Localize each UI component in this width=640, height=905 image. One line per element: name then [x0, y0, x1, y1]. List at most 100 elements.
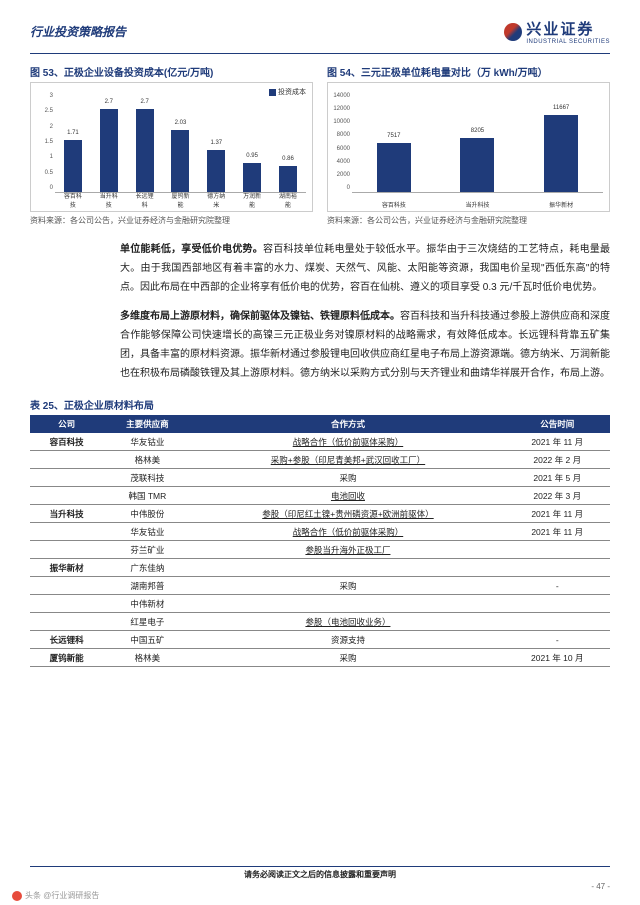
brand-block: 兴业证券 INDUSTRIAL SECURITIES: [504, 18, 610, 45]
table-cell: [30, 523, 103, 541]
table-header-cell: 公告时间: [504, 415, 610, 433]
table-cell: 2022 年 2 月: [504, 451, 610, 469]
table-cell: 采购: [191, 577, 504, 595]
table-row: 振华新材广东佳纳: [30, 559, 610, 577]
chart-53-title: 图 53、正极企业设备投资成本(亿元/万吨): [30, 64, 313, 79]
table-row: 长远锂科中国五矿资源支持-: [30, 631, 610, 649]
paragraph-2: 多维度布局上游原材料，确保前驱体及镍钴、铁锂原料低成本。容百科技和当升科技通过参…: [120, 307, 610, 383]
table-cell: 电池回收: [191, 487, 504, 505]
table-head: 公司主要供应商合作方式公告时间: [30, 415, 610, 433]
table-cell: 2021 年 11 月: [504, 523, 610, 541]
table-cell: [504, 559, 610, 577]
table-cell: 2021 年 5 月: [504, 469, 610, 487]
table-row: 茂联科技采购2021 年 5 月: [30, 469, 610, 487]
table-cell: [191, 595, 504, 613]
brand-name-cn: 兴业证券: [526, 18, 610, 39]
table-cell: 当升科技: [30, 505, 103, 523]
table-cell: [504, 595, 610, 613]
table-cell: 战略合作（低价前驱体采购）: [191, 433, 504, 451]
report-category: 行业投资策略报告: [30, 23, 126, 40]
table-cell: [191, 559, 504, 577]
table-cell: 振华新材: [30, 559, 103, 577]
chart-54-bars: 7517820511667: [352, 97, 603, 192]
table-cell: -: [504, 577, 610, 595]
chart-53-legend: 投资成本: [269, 87, 306, 97]
table-cell: 格林美: [103, 451, 191, 469]
watermark-icon: [12, 891, 22, 901]
table-cell: 中国五矿: [103, 631, 191, 649]
table-header-cell: 主要供应商: [103, 415, 191, 433]
table-header-cell: 合作方式: [191, 415, 504, 433]
table-cell: 2021 年 10 月: [504, 649, 610, 667]
table-header-cell: 公司: [30, 415, 103, 433]
footer-disclaimer: 请务必阅读正文之后的信息披露和重要声明: [30, 869, 610, 880]
table-cell: 采购: [191, 649, 504, 667]
chart-53-xaxis: 容百科技当升科技长远锂科厦钨新能德方纳米万润新能湖南裕能: [55, 191, 306, 209]
page-header: 行业投资策略报告 兴业证券 INDUSTRIAL SECURITIES: [0, 0, 640, 51]
chart-54-source: 资料来源：各公司公告，兴业证券经济与金融研究院整理: [327, 215, 610, 226]
table-cell: 采购+参股（印尼青美邦+武汉回收工厂）: [191, 451, 504, 469]
table-cell: [30, 451, 103, 469]
table-cell: 广东佳纳: [103, 559, 191, 577]
body-text: 单位能耗低，享受低价电优势。容百科技单位耗电量处于较低水平。振华由于三次烧结的工…: [0, 230, 640, 383]
table-row: 格林美采购+参股（印尼青美邦+武汉回收工厂）2022 年 2 月: [30, 451, 610, 469]
table-cell: [30, 595, 103, 613]
table-cell: 芬兰矿业: [103, 541, 191, 559]
table-cell: [30, 541, 103, 559]
chart-53-bars: 1.712.72.72.031.370.950.86: [55, 97, 306, 192]
table-row: 当升科技中伟股份参股（印尼红土镍+贵州磷资源+欧洲前驱体）2021 年 11 月: [30, 505, 610, 523]
table-cell: 茂联科技: [103, 469, 191, 487]
table-cell: [30, 487, 103, 505]
table-cell: 参股（印尼红土镍+贵州磷资源+欧洲前驱体）: [191, 505, 504, 523]
table-cell: [30, 469, 103, 487]
table-cell: 厦钨新能: [30, 649, 103, 667]
chart-54-plot: 7517820511667: [352, 97, 603, 193]
materials-table: 公司主要供应商合作方式公告时间 容百科技华友钴业战略合作（低价前驱体采购）202…: [30, 415, 610, 667]
table-cell: 长远锂科: [30, 631, 103, 649]
table-cell: 湖南邦普: [103, 577, 191, 595]
table-body: 容百科技华友钴业战略合作（低价前驱体采购）2021 年 11 月格林美采购+参股…: [30, 433, 610, 667]
table-cell: 韩国 TMR: [103, 487, 191, 505]
table-row: 韩国 TMR电池回收2022 年 3 月: [30, 487, 610, 505]
table-cell: 华友钴业: [103, 523, 191, 541]
table-cell: 参股（电池回收业务）: [191, 613, 504, 631]
brand-logo-icon: [504, 23, 522, 41]
page-number: - 47 -: [30, 882, 610, 891]
table-row: 芬兰矿业参股当升海外正极工厂: [30, 541, 610, 559]
chart-53-source: 资料来源：各公司公告，兴业证券经济与金融研究院整理: [30, 215, 313, 226]
charts-row: 图 53、正极企业设备投资成本(亿元/万吨) 投资成本 00.511.522.5…: [0, 54, 640, 230]
table-cell: 2022 年 3 月: [504, 487, 610, 505]
chart-53-frame: 投资成本 00.511.522.53 1.712.72.72.031.370.9…: [30, 82, 313, 212]
table-row: 华友钴业战略合作（低价前驱体采购）2021 年 11 月: [30, 523, 610, 541]
table-cell: [30, 613, 103, 631]
chart-53: 图 53、正极企业设备投资成本(亿元/万吨) 投资成本 00.511.522.5…: [30, 64, 313, 226]
chart-54-title: 图 54、三元正极单位耗电量对比（万 kWh/万吨）: [327, 64, 610, 79]
table-cell: 容百科技: [30, 433, 103, 451]
chart-53-plot: 1.712.72.72.031.370.950.86: [55, 97, 306, 193]
page: 行业投资策略报告 兴业证券 INDUSTRIAL SECURITIES 图 53…: [0, 0, 640, 905]
table-row: 红星电子参股（电池回收业务）: [30, 613, 610, 631]
table-cell: 2021 年 11 月: [504, 505, 610, 523]
table-row: 厦钨新能格林美采购2021 年 10 月: [30, 649, 610, 667]
table-title: 表 25、正极企业原材料布局: [0, 393, 640, 415]
table-row: 湖南邦普采购-: [30, 577, 610, 595]
table-cell: 华友钴业: [103, 433, 191, 451]
table-cell: 格林美: [103, 649, 191, 667]
table-cell: 中伟新材: [103, 595, 191, 613]
brand-name-en: INDUSTRIAL SECURITIES: [526, 39, 610, 45]
table-cell: 参股当升海外正极工厂: [191, 541, 504, 559]
table-cell: 战略合作（低价前驱体采购）: [191, 523, 504, 541]
chart-54-frame: 02000400060008000100001200014000 7517820…: [327, 82, 610, 212]
table-cell: 红星电子: [103, 613, 191, 631]
watermark: 头条 @行业调研报告: [12, 890, 99, 901]
paragraph-1: 单位能耗低，享受低价电优势。容百科技单位耗电量处于较低水平。振华由于三次烧结的工…: [120, 240, 610, 297]
watermark-text: 头条 @行业调研报告: [25, 890, 99, 901]
chart-54: 图 54、三元正极单位耗电量对比（万 kWh/万吨） 0200040006000…: [327, 64, 610, 226]
table-cell: 中伟股份: [103, 505, 191, 523]
page-footer: 请务必阅读正文之后的信息披露和重要声明 - 47 -: [30, 866, 610, 891]
table-cell: 采购: [191, 469, 504, 487]
table-cell: [30, 577, 103, 595]
table-cell: 资源支持: [191, 631, 504, 649]
table-row: 容百科技华友钴业战略合作（低价前驱体采购）2021 年 11 月: [30, 433, 610, 451]
table-cell: -: [504, 631, 610, 649]
